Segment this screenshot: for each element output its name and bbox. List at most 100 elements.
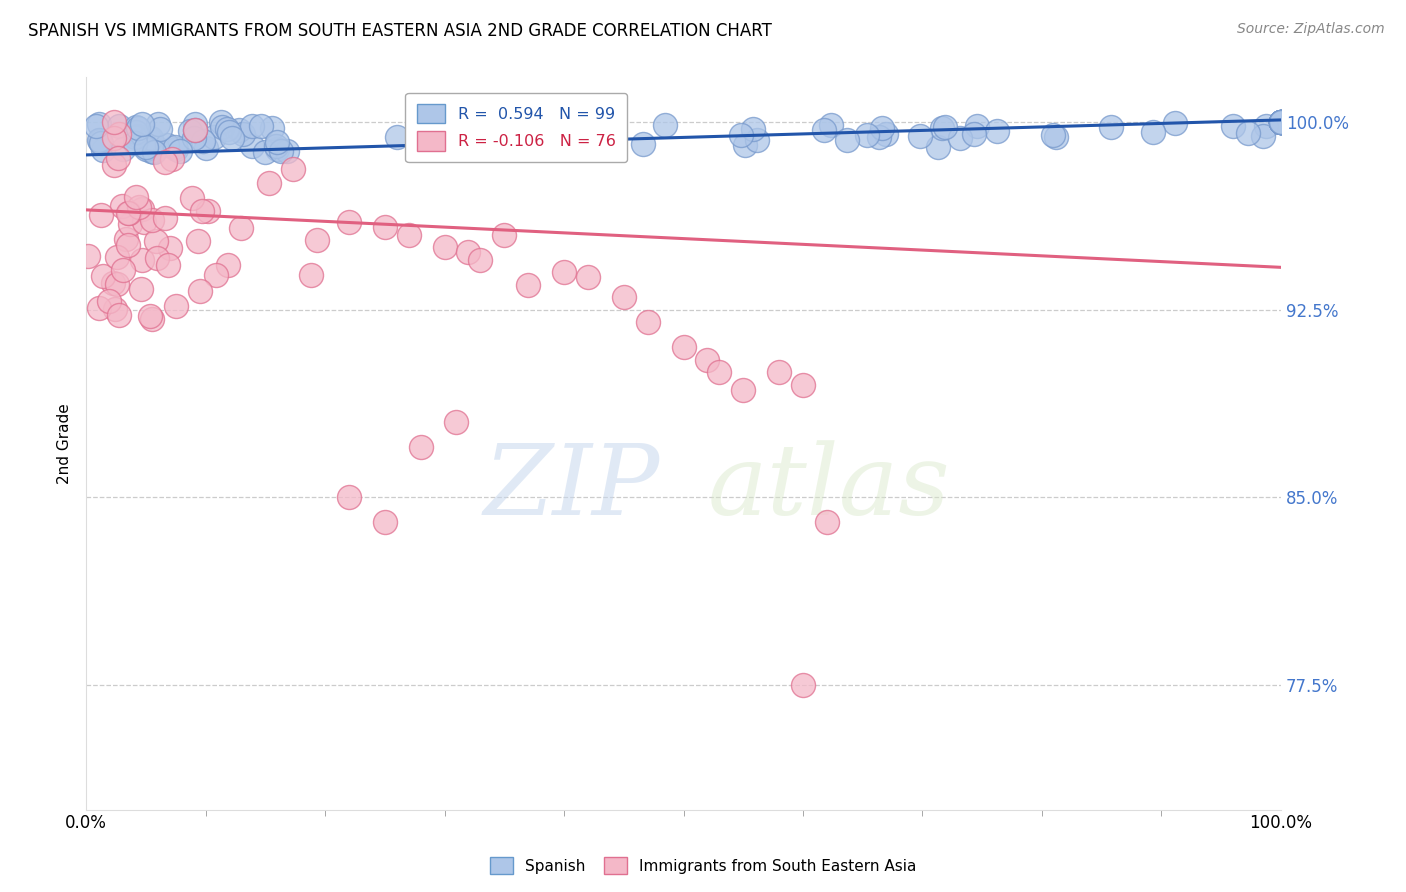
Point <box>135 140 157 154</box>
Point <box>229 221 252 235</box>
Point <box>165 299 187 313</box>
Point <box>128 201 150 215</box>
Point <box>131 117 153 131</box>
Point <box>745 133 768 147</box>
Point <box>1254 119 1277 133</box>
Point <box>112 142 135 156</box>
Point <box>142 144 165 158</box>
Point <box>169 144 191 158</box>
Point <box>90 136 112 151</box>
Point <box>631 136 654 151</box>
Point <box>374 515 396 529</box>
Point <box>156 138 179 153</box>
Point <box>163 139 186 153</box>
Point <box>337 490 360 504</box>
Point <box>1270 115 1292 129</box>
Point <box>374 220 396 235</box>
Point <box>672 340 695 354</box>
Point <box>105 250 128 264</box>
Point <box>197 204 219 219</box>
Point <box>856 128 879 143</box>
Point <box>117 238 139 252</box>
Point <box>217 258 239 272</box>
Point <box>815 515 838 529</box>
Point <box>240 139 263 153</box>
Point <box>87 301 110 315</box>
Point <box>986 124 1008 138</box>
Point <box>89 117 111 131</box>
Point <box>191 134 214 148</box>
Point <box>125 126 148 140</box>
Point <box>337 215 360 229</box>
Point <box>108 127 131 141</box>
Point <box>576 270 599 285</box>
Point <box>103 158 125 172</box>
Point <box>270 145 292 159</box>
Text: SPANISH VS IMMIGRANTS FROM SOUTH EASTERN ASIA 2ND GRADE CORRELATION CHART: SPANISH VS IMMIGRANTS FROM SOUTH EASTERN… <box>28 22 772 40</box>
Point <box>202 130 225 145</box>
Point <box>155 211 177 225</box>
Point <box>135 143 157 157</box>
Point <box>966 120 988 134</box>
Point <box>181 191 204 205</box>
Point <box>792 677 814 691</box>
Point <box>1270 115 1292 129</box>
Point <box>733 383 755 397</box>
Point <box>124 130 146 145</box>
Point <box>742 122 765 136</box>
Point <box>1270 115 1292 129</box>
Point <box>1237 126 1260 140</box>
Point <box>142 145 165 160</box>
Point <box>1270 115 1292 129</box>
Point <box>792 377 814 392</box>
Point <box>90 208 112 222</box>
Point <box>114 232 136 246</box>
Point <box>654 118 676 132</box>
Point <box>127 120 149 135</box>
Point <box>139 131 162 145</box>
Point <box>253 145 276 160</box>
Point <box>730 128 752 142</box>
Point <box>108 119 131 133</box>
Point <box>211 115 233 129</box>
Point <box>107 151 129 165</box>
Point <box>446 415 468 429</box>
Point <box>125 120 148 135</box>
Legend: R =  0.594   N = 99, R = -0.106   N = 76: R = 0.594 N = 99, R = -0.106 N = 76 <box>405 93 627 162</box>
Point <box>387 129 409 144</box>
Point <box>228 122 250 136</box>
Point <box>108 308 131 322</box>
Point <box>1270 115 1292 129</box>
Point <box>613 290 636 304</box>
Point <box>146 141 169 155</box>
Point <box>949 131 972 145</box>
Point <box>91 268 114 283</box>
Point <box>103 131 125 145</box>
Point <box>1270 115 1292 129</box>
Point <box>184 117 207 131</box>
Point <box>110 199 132 213</box>
Point <box>149 121 172 136</box>
Point <box>963 127 986 141</box>
Point <box>89 133 111 147</box>
Point <box>141 312 163 326</box>
Point <box>734 137 756 152</box>
Point <box>709 365 731 379</box>
Text: ZIP: ZIP <box>484 440 659 535</box>
Point <box>129 282 152 296</box>
Point <box>232 127 254 141</box>
Point <box>1270 115 1292 129</box>
Point <box>124 189 146 203</box>
Point <box>184 123 207 137</box>
Point <box>141 213 163 227</box>
Point <box>299 268 322 283</box>
Point <box>1270 115 1292 129</box>
Point <box>105 277 128 292</box>
Point <box>1045 130 1067 145</box>
Text: atlas: atlas <box>707 440 950 535</box>
Point <box>159 242 181 256</box>
Point <box>124 136 146 150</box>
Point <box>190 204 212 219</box>
Point <box>696 352 718 367</box>
Point <box>266 142 288 156</box>
